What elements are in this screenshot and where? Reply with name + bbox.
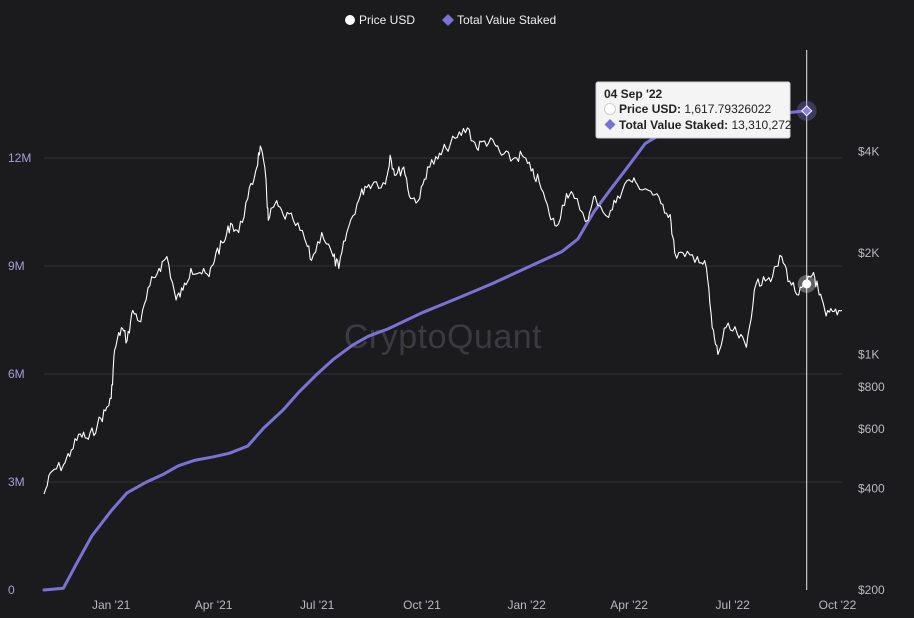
y-right-tick-label: $800 xyxy=(858,380,885,394)
svg-text:Total Value Staked: 13,310,272: Total Value Staked: 13,310,272 xyxy=(619,118,792,132)
y-left-tick-label: 3M xyxy=(8,475,25,489)
y-right-tick-label: $4K xyxy=(858,144,879,158)
legend-label-price: Price USD xyxy=(359,13,415,27)
tooltip-staked-key: Total Value Staked xyxy=(619,118,724,132)
x-tick-label: Jul '21 xyxy=(300,598,335,612)
legend-item-price[interactable]: Price USD xyxy=(345,13,415,27)
tooltip-staked-value: 13,310,272 xyxy=(732,118,792,132)
y-left-tick-label: 6M xyxy=(8,367,25,381)
tooltip-colon: : xyxy=(677,102,684,116)
series-line-price-usd xyxy=(43,127,843,495)
price-marker xyxy=(802,279,812,289)
grid xyxy=(44,157,842,483)
tooltip-date: 04 Sep '22 xyxy=(604,87,663,101)
svg-text:Price USD: 1,617.79326022: Price USD: 1,617.79326022 xyxy=(619,102,771,116)
tooltip-circle-icon xyxy=(604,103,616,115)
x-axis: Jan '21 Apr '21 Jul '21 Oct '21 Jan '22 Apr '… xyxy=(92,598,857,612)
legend-item-staked[interactable]: Total Value Staked xyxy=(442,13,556,27)
series-line-total-value-staked xyxy=(42,109,809,592)
y-left-tick-label: 12M xyxy=(8,151,31,165)
watermark: CryptoQuant xyxy=(344,318,542,356)
tooltip-box xyxy=(595,81,791,139)
y-right-tick-label: $2K xyxy=(858,246,879,260)
x-tick-label: Oct '22 xyxy=(819,598,857,612)
y-right-tick-label: $1K xyxy=(858,347,879,361)
x-tick-label: Jan '21 xyxy=(92,598,131,612)
staked-marker xyxy=(801,105,813,117)
y-axis-left: 0 3M 6M 9M 12M xyxy=(8,151,31,597)
series-layer xyxy=(42,109,843,592)
y-right-tick-label: $400 xyxy=(858,482,885,496)
tooltip-diamond-icon xyxy=(604,119,616,130)
x-tick-label: Jul '22 xyxy=(716,598,751,612)
legend-circle-icon xyxy=(345,15,355,25)
y-right-tick-label: $600 xyxy=(858,422,885,436)
y-right-tick-label: $200 xyxy=(858,583,885,597)
legend: Price USD Total Value Staked xyxy=(345,13,556,27)
x-tick-label: Apr '21 xyxy=(195,598,233,612)
y-left-tick-label: 9M xyxy=(8,259,25,273)
tooltip-price-value: 1,617.79326022 xyxy=(684,102,771,116)
legend-diamond-icon xyxy=(442,14,454,26)
x-tick-label: Apr '22 xyxy=(610,598,648,612)
tooltip-price-key: Price USD xyxy=(619,102,677,116)
tooltip: 04 Sep '22 Price USD: 1,617.79326022 Tot… xyxy=(595,81,792,139)
x-tick-label: Jan '22 xyxy=(508,598,547,612)
y-axis-right: $200 $400 $600 $800 $1K $2K $4K xyxy=(858,144,885,597)
y-left-tick-label: 0 xyxy=(8,583,15,597)
legend-label-staked: Total Value Staked xyxy=(457,13,556,27)
x-tick-label: Oct '21 xyxy=(403,598,441,612)
tooltip-colon: : xyxy=(724,118,731,132)
crosshair xyxy=(796,50,817,590)
